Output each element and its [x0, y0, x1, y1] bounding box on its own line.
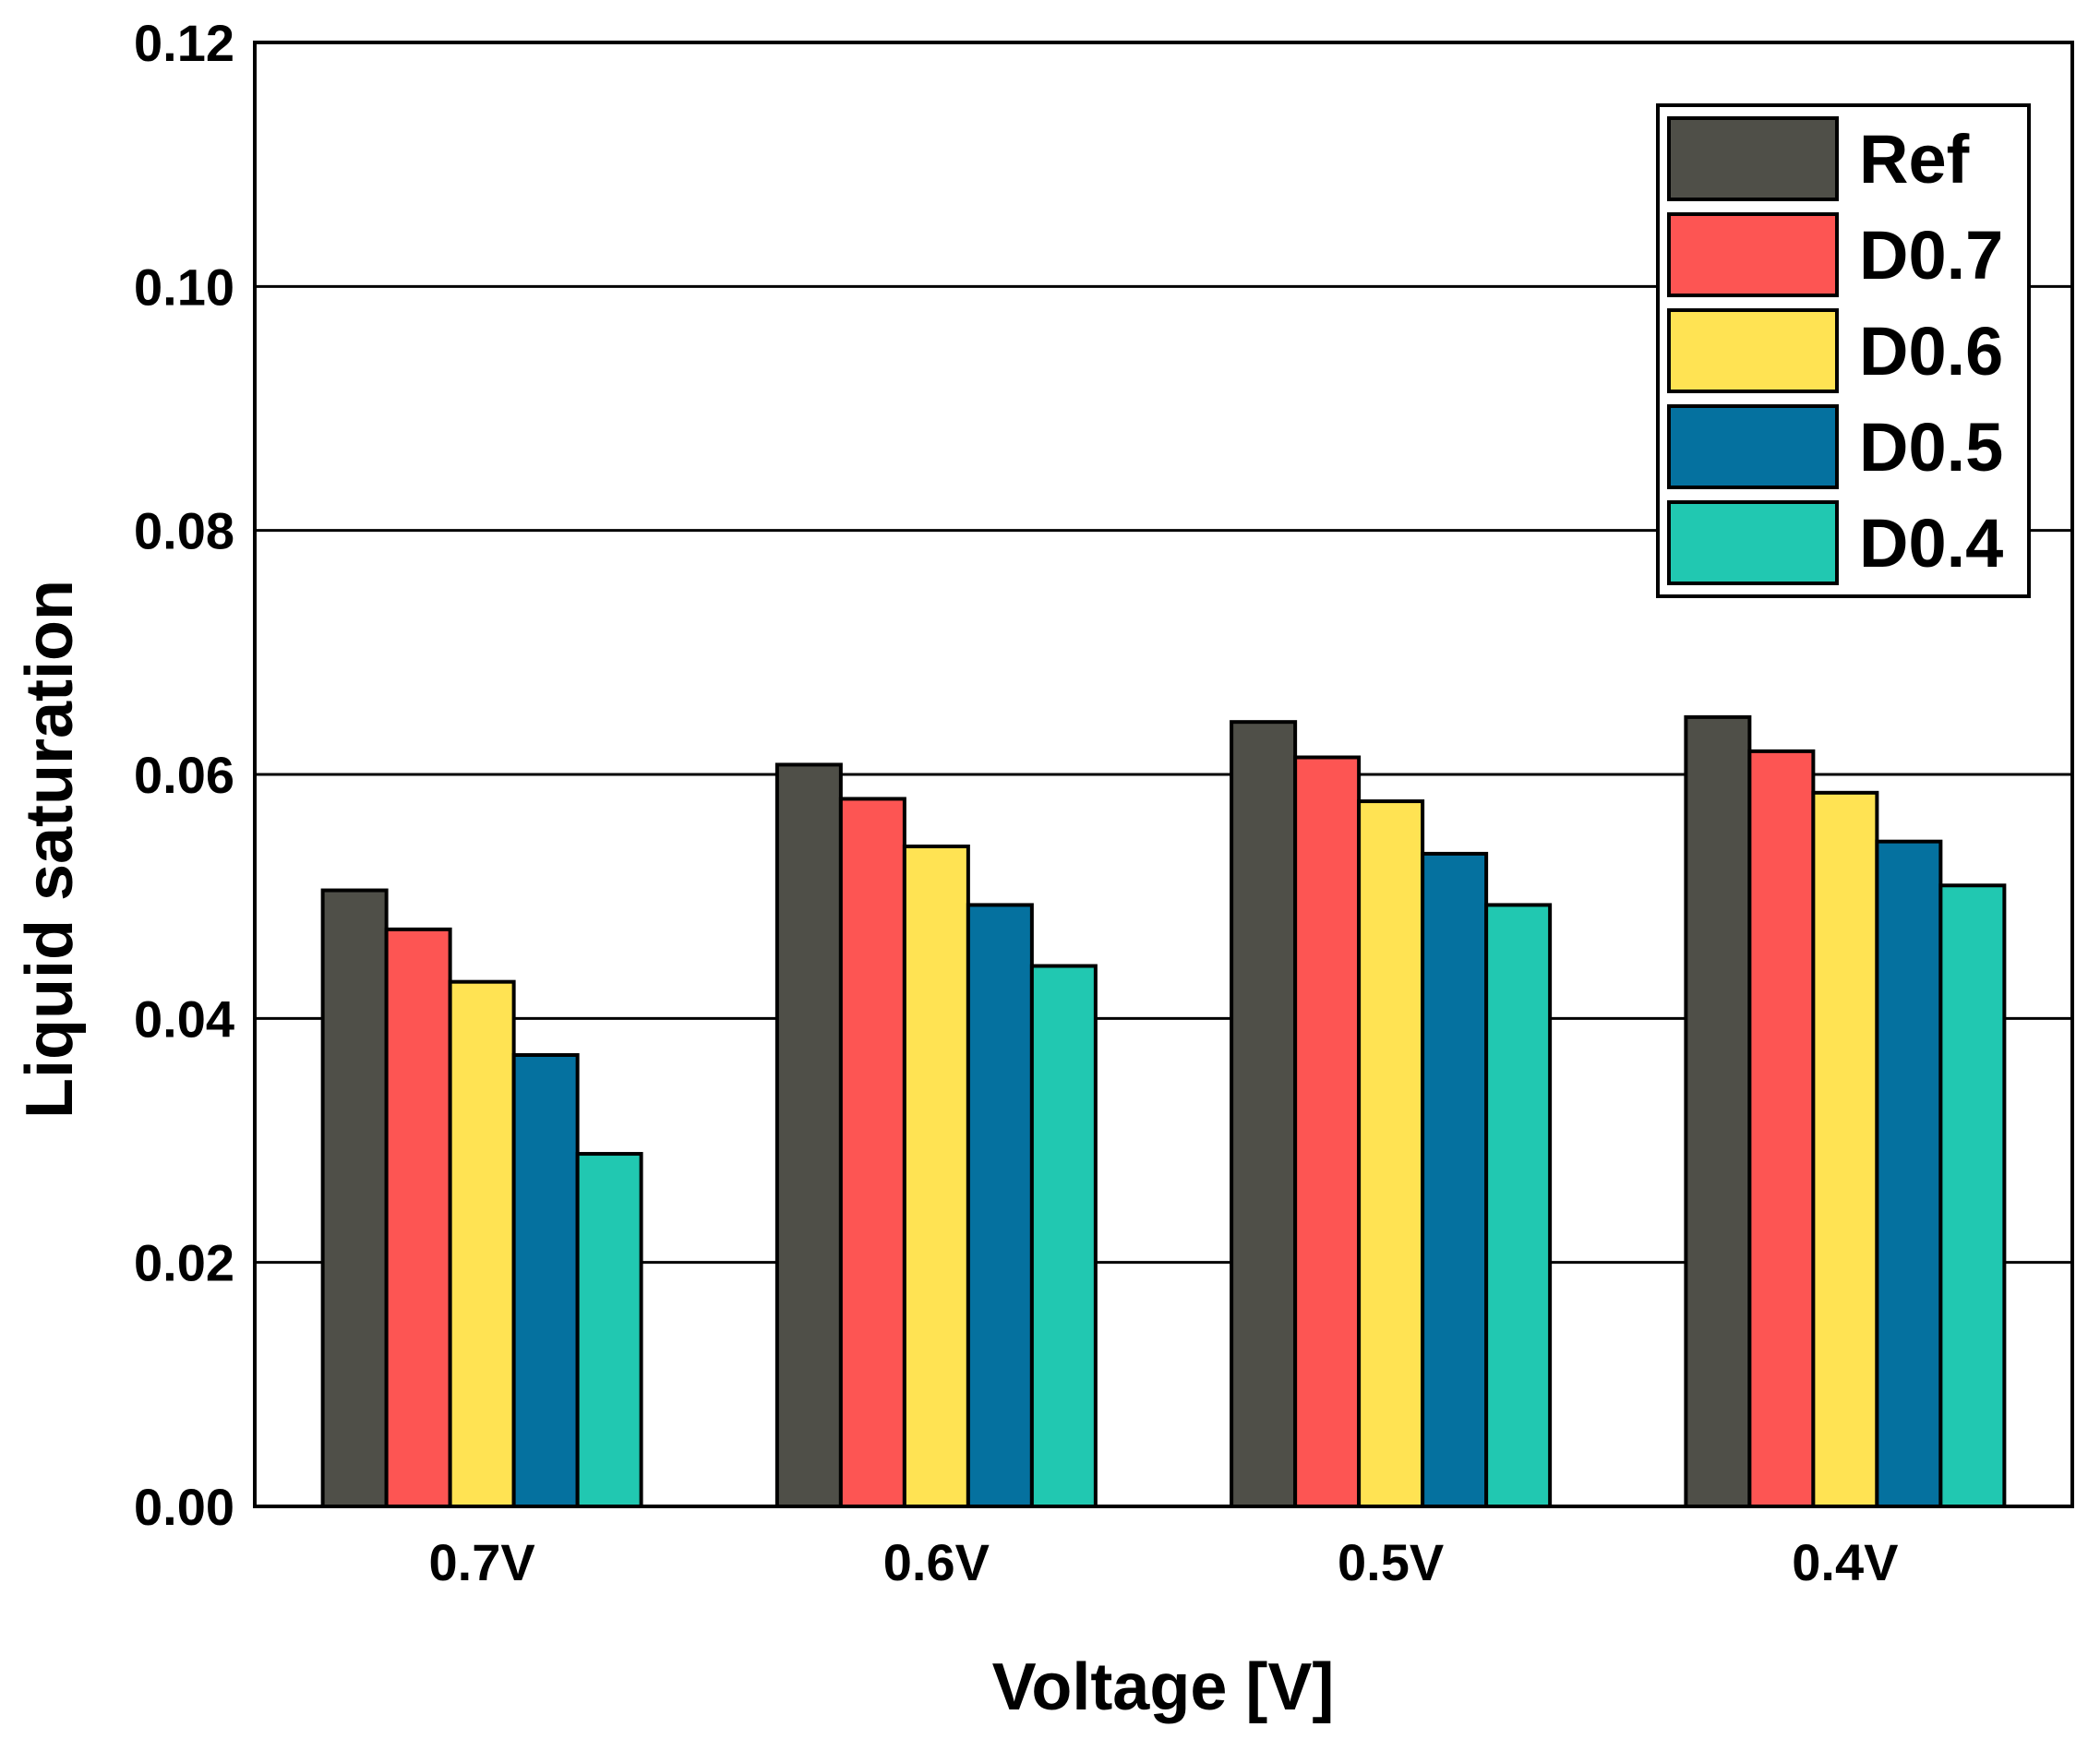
bar-d06-07v: [448, 979, 516, 1508]
legend-label: D0.6: [1859, 313, 2003, 390]
bar-d05-04v: [1875, 839, 1943, 1508]
x-tick-label: 0.6V: [883, 1533, 990, 1591]
bar-d05-05v: [1421, 851, 1489, 1508]
legend: Ref D0.7 D0.6 D0.5 D0.4: [1656, 103, 2031, 598]
legend-label: D0.7: [1859, 217, 2003, 294]
x-tick-labels: 0.7V 0.6V 0.5V 0.4V: [429, 1533, 1899, 1591]
bar-d05-06v: [966, 903, 1034, 1508]
y-tick-label: 0.00: [134, 1478, 234, 1536]
bar-d04-06v: [1029, 964, 1098, 1509]
bar-d04-07v: [575, 1152, 643, 1508]
legend-label: Ref: [1859, 121, 1970, 198]
bar-d07-05v: [1293, 755, 1362, 1508]
bar-d07-04v: [1747, 749, 1816, 1508]
plot-frame: [253, 41, 2074, 1508]
y-axis-title: Liquid saturation: [13, 580, 87, 1119]
y-tick-labels: 0.00 0.02 0.04 0.06 0.08 0.10 0.12: [134, 14, 234, 1536]
legend-swatch: [1667, 116, 1839, 201]
bar-d07-07v: [384, 927, 452, 1508]
bar-d07-06v: [838, 797, 906, 1508]
bar-d06-06v: [902, 844, 970, 1508]
y-tick-label: 0.02: [134, 1234, 234, 1292]
axes: [253, 41, 2074, 1508]
y-tick-label: 0.10: [134, 258, 234, 316]
x-tick-label: 0.7V: [429, 1533, 535, 1591]
bar-d06-05v: [1357, 799, 1425, 1508]
bar-d04-05v: [1484, 903, 1553, 1508]
legend-swatch: [1667, 500, 1839, 585]
legend-swatch: [1667, 404, 1839, 489]
bars: [320, 714, 2007, 1509]
bar-ref-06v: [774, 762, 843, 1508]
bar-ref-04v: [1684, 714, 1752, 1508]
y-tick-label: 0.08: [134, 502, 234, 560]
x-tick-label: 0.4V: [1792, 1533, 1898, 1591]
legend-swatch: [1667, 212, 1839, 297]
y-tick-label: 0.06: [134, 746, 234, 804]
bar-d05-07v: [511, 1052, 580, 1508]
x-tick-label: 0.5V: [1338, 1533, 1444, 1591]
bar-ref-07v: [320, 888, 389, 1508]
legend-swatch: [1667, 308, 1839, 393]
x-axis-title: Voltage [V]: [992, 1650, 1335, 1724]
y-tick-label: 0.12: [134, 14, 234, 72]
legend-label: D0.5: [1859, 409, 2003, 486]
bar-ref-05v: [1230, 720, 1298, 1508]
y-tick-label: 0.04: [134, 989, 234, 1048]
bar-d06-04v: [1811, 790, 1879, 1508]
bar-d04-04v: [1938, 883, 2007, 1508]
legend-label: D0.4: [1859, 505, 2003, 582]
